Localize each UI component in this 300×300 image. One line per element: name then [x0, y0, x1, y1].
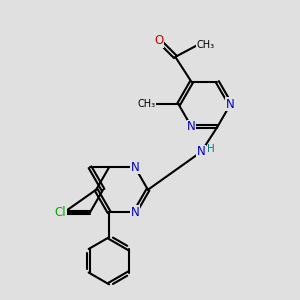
Text: H: H: [207, 145, 214, 154]
Text: O: O: [154, 34, 164, 47]
Text: CH₃: CH₃: [196, 40, 215, 50]
Text: N: N: [197, 145, 206, 158]
Text: CH₃: CH₃: [137, 99, 155, 110]
Text: Cl: Cl: [55, 206, 67, 219]
Text: N: N: [226, 98, 235, 111]
Text: N: N: [130, 206, 140, 219]
Text: N: N: [187, 120, 196, 133]
Text: N: N: [130, 161, 140, 174]
